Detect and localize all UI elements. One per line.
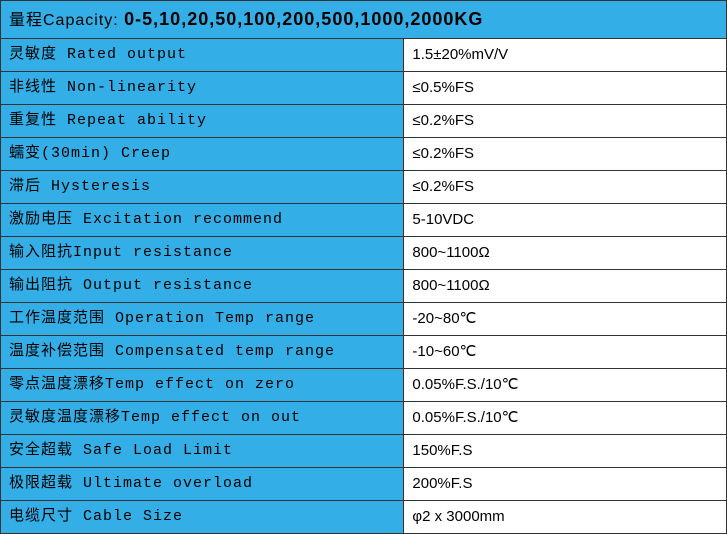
spec-row: 工作温度范围 Operation Temp range-20~80℃ bbox=[1, 302, 727, 335]
spec-label: 电缆尺寸 Cable Size bbox=[1, 500, 404, 533]
spec-value: -10~60℃ bbox=[404, 335, 727, 368]
capacity-header-row: 量程Capacity: 0-5,10,20,50,100,200,500,100… bbox=[1, 1, 727, 39]
spec-row: 零点温度漂移Temp effect on zero0.05%F.S./10℃ bbox=[1, 368, 727, 401]
spec-value: 150%F.S bbox=[404, 434, 727, 467]
spec-label: 温度补偿范围 Compensated temp range bbox=[1, 335, 404, 368]
spec-value: 800~1100Ω bbox=[404, 269, 727, 302]
spec-label: 灵敏度温度漂移Temp effect on out bbox=[1, 401, 404, 434]
spec-row: 蠕变(30min) Creep≤0.2%FS bbox=[1, 137, 727, 170]
spec-row: 滞后 Hysteresis≤0.2%FS bbox=[1, 170, 727, 203]
spec-row: 输入阻抗Input resistance800~1100Ω bbox=[1, 236, 727, 269]
spec-label: 滞后 Hysteresis bbox=[1, 170, 404, 203]
spec-label: 极限超载 Ultimate overload bbox=[1, 467, 404, 500]
spec-row: 极限超载 Ultimate overload200%F.S bbox=[1, 467, 727, 500]
spec-value: ≤0.2%FS bbox=[404, 104, 727, 137]
spec-label: 输出阻抗 Output resistance bbox=[1, 269, 404, 302]
spec-value: 0.05%F.S./10℃ bbox=[404, 368, 727, 401]
spec-value: ≤0.2%FS bbox=[404, 137, 727, 170]
spec-label: 重复性 Repeat ability bbox=[1, 104, 404, 137]
spec-value: 1.5±20%mV/V bbox=[404, 38, 727, 71]
spec-label: 安全超载 Safe Load Limit bbox=[1, 434, 404, 467]
spec-label: 零点温度漂移Temp effect on zero bbox=[1, 368, 404, 401]
spec-row: 非线性 Non-linearity≤0.5%FS bbox=[1, 71, 727, 104]
spec-label: 非线性 Non-linearity bbox=[1, 71, 404, 104]
spec-value: 200%F.S bbox=[404, 467, 727, 500]
spec-row: 安全超载 Safe Load Limit150%F.S bbox=[1, 434, 727, 467]
spec-table-body: 量程Capacity: 0-5,10,20,50,100,200,500,100… bbox=[1, 1, 727, 534]
spec-row: 灵敏度温度漂移Temp effect on out0.05%F.S./10℃ bbox=[1, 401, 727, 434]
spec-row: 灵敏度 Rated output1.5±20%mV/V bbox=[1, 38, 727, 71]
spec-row: 温度补偿范围 Compensated temp range-10~60℃ bbox=[1, 335, 727, 368]
spec-value: ≤0.2%FS bbox=[404, 170, 727, 203]
spec-value: ≤0.5%FS bbox=[404, 71, 727, 104]
spec-value: 800~1100Ω bbox=[404, 236, 727, 269]
spec-label: 输入阻抗Input resistance bbox=[1, 236, 404, 269]
spec-label: 蠕变(30min) Creep bbox=[1, 137, 404, 170]
spec-label: 灵敏度 Rated output bbox=[1, 38, 404, 71]
capacity-value: 0-5,10,20,50,100,200,500,1000,2000KG bbox=[124, 9, 483, 29]
spec-row: 重复性 Repeat ability≤0.2%FS bbox=[1, 104, 727, 137]
spec-value: -20~80℃ bbox=[404, 302, 727, 335]
spec-row: 输出阻抗 Output resistance800~1100Ω bbox=[1, 269, 727, 302]
spec-value: φ2 x 3000mm bbox=[404, 500, 727, 533]
capacity-header-cell: 量程Capacity: 0-5,10,20,50,100,200,500,100… bbox=[1, 1, 727, 39]
capacity-label: 量程Capacity: bbox=[9, 12, 119, 29]
spec-value: 0.05%F.S./10℃ bbox=[404, 401, 727, 434]
spec-value: 5-10VDC bbox=[404, 203, 727, 236]
spec-table: 量程Capacity: 0-5,10,20,50,100,200,500,100… bbox=[0, 0, 727, 534]
spec-row: 电缆尺寸 Cable Sizeφ2 x 3000mm bbox=[1, 500, 727, 533]
spec-row: 激励电压 Excitation recommend5-10VDC bbox=[1, 203, 727, 236]
spec-label: 激励电压 Excitation recommend bbox=[1, 203, 404, 236]
spec-label: 工作温度范围 Operation Temp range bbox=[1, 302, 404, 335]
